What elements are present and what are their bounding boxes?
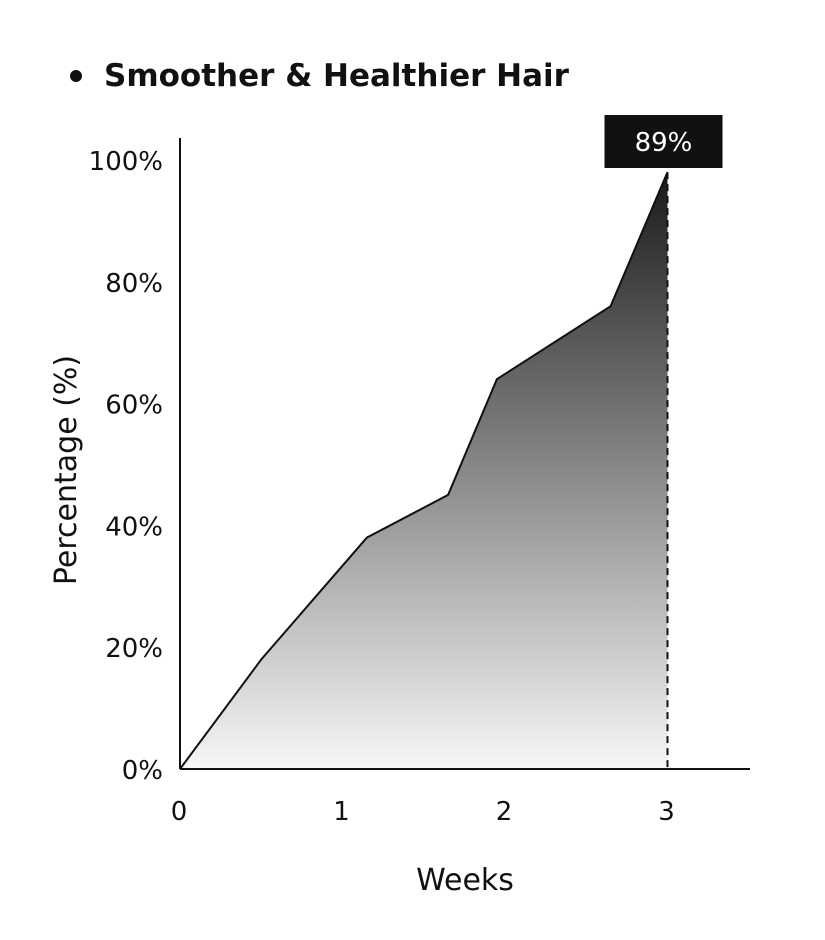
y-tick-label: 40% [105, 512, 163, 542]
x-tick-labels: 0 1 2 3 [171, 797, 675, 827]
plot-area [179, 171, 669, 770]
title-bullet [70, 70, 82, 82]
y-tick-labels: 0% 20% 40% 60% 80% 100% [89, 147, 163, 786]
x-axis-label: Weeks [416, 863, 514, 898]
y-axis-label: Percentage (%) [49, 355, 84, 585]
y-tick-label: 80% [105, 269, 163, 299]
area-fill [180, 172, 668, 769]
callout-box [604, 115, 723, 168]
x-tick-label: 0 [171, 797, 188, 827]
chart-title: Smoother & Healthier Hair [104, 58, 570, 94]
x-tick-label: 2 [496, 797, 513, 827]
callout-label: 89% [635, 128, 693, 158]
y-tick-label: 100% [89, 147, 163, 177]
x-tick-label: 1 [333, 797, 350, 827]
y-tick-label: 20% [105, 634, 163, 664]
x-tick-label: 3 [658, 797, 675, 827]
series-line [179, 171, 669, 770]
y-tick-label: 0% [122, 756, 163, 786]
y-tick-label: 60% [105, 391, 163, 421]
